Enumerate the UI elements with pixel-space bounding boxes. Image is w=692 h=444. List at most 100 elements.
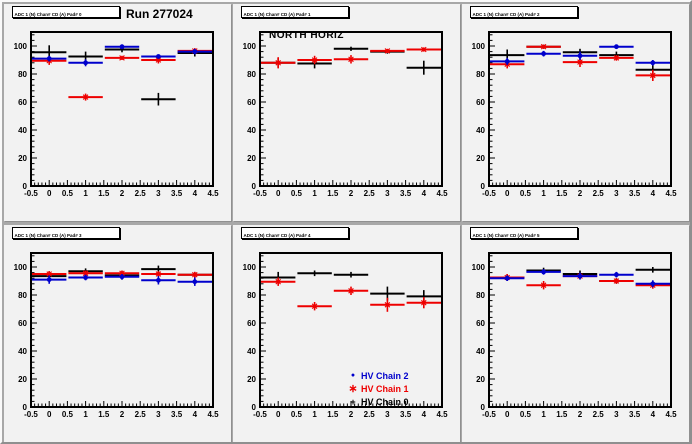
svg-text:0: 0	[505, 410, 510, 419]
svg-text:4: 4	[422, 410, 427, 419]
svg-text:40: 40	[18, 347, 27, 356]
svg-text:100: 100	[243, 263, 257, 272]
svg-text:4.5: 4.5	[665, 410, 677, 419]
svg-text:0.5: 0.5	[62, 189, 74, 198]
svg-text:4: 4	[193, 189, 198, 198]
svg-text:2: 2	[578, 189, 583, 198]
pad-4-title-box: ADC 1 (N) Chan# CD (A) Pad# 4	[241, 227, 349, 239]
svg-text:0: 0	[252, 182, 257, 191]
svg-text:40: 40	[247, 347, 256, 356]
svg-text:1: 1	[541, 189, 546, 198]
hv-chain-legend: ● HV Chain 2 ∗ HV Chain 1 + HV Chain 0	[345, 369, 409, 408]
svg-text:80: 80	[18, 291, 27, 300]
svg-text:4: 4	[193, 410, 198, 419]
svg-text:0: 0	[23, 182, 28, 191]
north-horiz-label: NORTH HORIZ	[269, 30, 344, 41]
svg-text:1: 1	[312, 189, 317, 198]
svg-text:-0.5: -0.5	[253, 189, 267, 198]
svg-text:2: 2	[120, 410, 125, 419]
pad-1-title: ADC 1 (N) Chan# CD (A) Pad# 1	[243, 12, 311, 17]
svg-text:2.5: 2.5	[593, 189, 605, 198]
svg-text:100: 100	[472, 263, 486, 272]
svg-text:80: 80	[18, 70, 27, 79]
svg-text:100: 100	[14, 263, 28, 272]
svg-text:4.5: 4.5	[436, 189, 448, 198]
svg-text:40: 40	[476, 347, 485, 356]
svg-text:1: 1	[83, 189, 88, 198]
svg-text:0.5: 0.5	[520, 189, 532, 198]
svg-text:100: 100	[243, 42, 257, 51]
svg-text:1: 1	[83, 410, 88, 419]
svg-text:-0.5: -0.5	[253, 410, 267, 419]
svg-text:80: 80	[476, 70, 485, 79]
svg-text:20: 20	[18, 375, 27, 384]
pad-4: 0 20 40 60 80 100 -0.5 0 0.5 1 1.5 2 2.5 3 3.5 4 4.5 ADC…	[233, 225, 460, 442]
pad-5: 0 20 40 60 80 100 -0.5 0 0.5 1 1.5 2 2.5 3 3.5 4 4.5 ADC…	[462, 225, 689, 442]
svg-text:3.5: 3.5	[400, 410, 412, 419]
svg-text:3: 3	[385, 189, 390, 198]
svg-text:2.5: 2.5	[135, 189, 147, 198]
legend-item-chain0: + HV Chain 0	[345, 395, 408, 408]
svg-text:-0.5: -0.5	[482, 410, 496, 419]
svg-text:2: 2	[349, 410, 354, 419]
svg-text:60: 60	[476, 98, 485, 107]
pad-2-title: ADC 1 (N) Chan# CD (A) Pad# 2	[472, 12, 540, 17]
svg-text:3.5: 3.5	[629, 410, 641, 419]
pad-0: 0 20 40 60 80 100 -0.5 0 0.5 1 1.5 2 2.5 3 3.5 4 4.5 ADC…	[4, 4, 231, 221]
run-label: Run 277024	[126, 7, 193, 21]
legend-item-chain2: ● HV Chain 2	[345, 369, 409, 382]
svg-text:2.5: 2.5	[135, 410, 147, 419]
legend-item-chain1: ∗ HV Chain 1	[345, 382, 409, 395]
svg-text:80: 80	[247, 291, 256, 300]
legend-star-marker-icon: ∗	[348, 383, 358, 395]
svg-text:1.5: 1.5	[556, 410, 568, 419]
pad-1-title-box: ADC 1 (N) Chan# CD (A) Pad# 1	[241, 6, 349, 18]
svg-text:3.5: 3.5	[171, 189, 183, 198]
svg-text:2.5: 2.5	[364, 189, 376, 198]
svg-text:60: 60	[247, 98, 256, 107]
legend-label-chain1: HV Chain 1	[361, 383, 409, 394]
svg-text:3.5: 3.5	[629, 189, 641, 198]
pad-2-title-box: ADC 1 (N) Chan# CD (A) Pad# 2	[470, 6, 578, 18]
svg-text:1: 1	[312, 410, 317, 419]
svg-text:1.5: 1.5	[98, 189, 110, 198]
svg-text:3: 3	[614, 189, 619, 198]
svg-text:2.5: 2.5	[593, 410, 605, 419]
legend-label-chain2: HV Chain 2	[361, 370, 409, 381]
svg-text:0: 0	[252, 403, 257, 412]
legend-dot-marker-icon: ●	[350, 372, 356, 379]
svg-text:0: 0	[23, 403, 28, 412]
pad-3-title: ADC 1 (N) Chan# CD (A) Pad# 3	[14, 233, 82, 238]
svg-text:20: 20	[247, 375, 256, 384]
svg-text:100: 100	[472, 42, 486, 51]
svg-text:0: 0	[47, 410, 52, 419]
svg-text:1: 1	[541, 410, 546, 419]
svg-text:0: 0	[47, 189, 52, 198]
svg-text:40: 40	[18, 126, 27, 135]
svg-text:40: 40	[476, 126, 485, 135]
svg-text:1.5: 1.5	[556, 189, 568, 198]
svg-text:4.5: 4.5	[436, 410, 448, 419]
pad-0-title-box: ADC 1 (N) Chan# CD (A) Pad# 0	[12, 6, 120, 18]
svg-text:80: 80	[247, 70, 256, 79]
svg-text:20: 20	[18, 154, 27, 163]
svg-text:0: 0	[481, 182, 486, 191]
svg-text:0: 0	[276, 410, 281, 419]
svg-text:0.5: 0.5	[62, 410, 74, 419]
svg-text:0.5: 0.5	[520, 410, 532, 419]
svg-text:1.5: 1.5	[98, 410, 110, 419]
svg-text:100: 100	[14, 42, 28, 51]
pad-3: 0 20 40 60 80 100 -0.5 0 0.5 1 1.5 2 2.5 3 3.5 4 4.5 ADC…	[4, 225, 231, 442]
svg-text:60: 60	[476, 319, 485, 328]
svg-text:20: 20	[247, 154, 256, 163]
svg-text:0: 0	[481, 403, 486, 412]
svg-text:3.5: 3.5	[171, 410, 183, 419]
svg-text:2: 2	[120, 189, 125, 198]
svg-text:2: 2	[349, 189, 354, 198]
svg-text:3: 3	[385, 410, 390, 419]
svg-text:60: 60	[247, 319, 256, 328]
